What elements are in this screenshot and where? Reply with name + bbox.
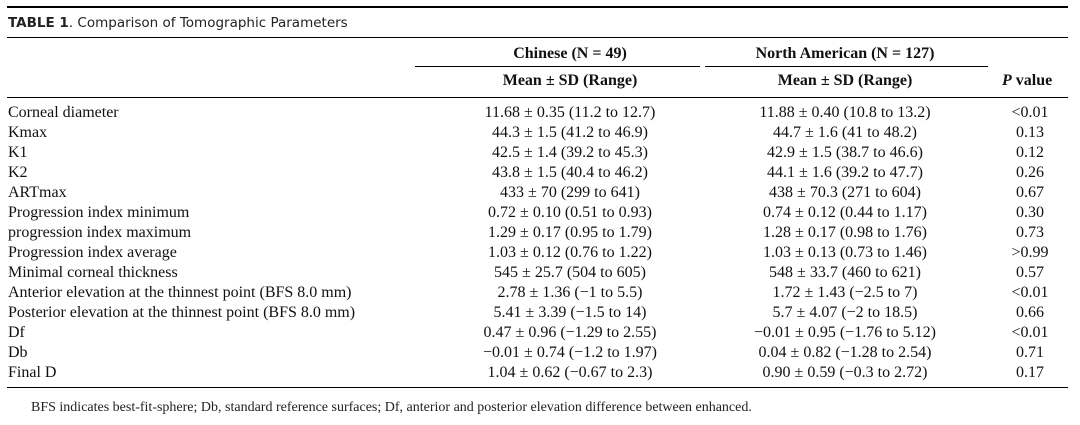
cell-chinese: 433 ± 70 (299 to 641) xyxy=(500,184,640,201)
cell-parameter: progression index maximum xyxy=(8,224,192,241)
cell-chinese: 2.78 ± 1.36 (−1 to 5.5) xyxy=(497,284,643,301)
header-rule xyxy=(7,97,1068,98)
cell-parameter: Kmax xyxy=(8,124,48,141)
cell-p-value: 0.67 xyxy=(1016,184,1044,201)
cell-p-value: 0.17 xyxy=(1016,364,1044,381)
cell-north-american: 5.7 ± 4.07 (−2 to 18.5) xyxy=(772,304,918,321)
cell-parameter: Corneal diameter xyxy=(8,104,119,121)
cell-p-value: 0.66 xyxy=(1016,304,1044,321)
cell-p-value: 0.71 xyxy=(1016,344,1044,361)
cell-p-value: <0.01 xyxy=(1011,284,1049,301)
cell-chinese: 0.72 ± 0.10 (0.51 to 0.93) xyxy=(488,204,652,221)
cell-north-american: −0.01 ± 0.95 (−1.76 to 5.12) xyxy=(754,324,936,341)
p-italic: P xyxy=(1002,72,1012,89)
p-value-text: value xyxy=(1011,72,1053,89)
cell-p-value: >0.99 xyxy=(1011,244,1049,261)
cell-p-value: 0.30 xyxy=(1016,204,1044,221)
cell-parameter: K2 xyxy=(8,164,28,181)
cell-north-american: 44.1 ± 1.6 (39.2 to 47.7) xyxy=(767,164,923,181)
header-north-american: North American (N = 127) xyxy=(755,45,935,62)
table-caption: TABLE 1. Comparison of Tomographic Param… xyxy=(8,15,348,31)
top-rule xyxy=(7,6,1068,8)
caption-text: . Comparison of Tomographic Parameters xyxy=(68,15,348,31)
cell-chinese: 1.03 ± 0.12 (0.76 to 1.22) xyxy=(488,244,652,261)
cell-chinese: 5.41 ± 3.39 (−1.5 to 14) xyxy=(493,304,647,321)
caption-rule xyxy=(7,37,1068,38)
cell-parameter: Df xyxy=(8,324,25,341)
header-chinese: Chinese (N = 49) xyxy=(513,45,627,62)
cell-north-american: 1.03 ± 0.13 (0.73 to 1.46) xyxy=(763,244,927,261)
cell-north-american: 11.88 ± 0.40 (10.8 to 13.2) xyxy=(759,104,931,121)
cell-p-value: 0.26 xyxy=(1016,164,1044,181)
cell-parameter: Posterior elevation at the thinnest poin… xyxy=(8,304,356,321)
na-underline xyxy=(705,66,988,67)
cell-parameter: Db xyxy=(8,344,28,361)
cell-parameter: ARTmax xyxy=(8,184,67,201)
cell-north-american: 44.7 ± 1.6 (41 to 48.2) xyxy=(773,124,917,141)
subheader-chinese: Mean ± SD (Range) xyxy=(502,72,638,89)
cell-chinese: 43.8 ± 1.5 (40.4 to 46.2) xyxy=(492,164,648,181)
cell-parameter: K1 xyxy=(8,144,28,161)
cell-north-american: 0.90 ± 0.59 (−0.3 to 2.72) xyxy=(762,364,928,381)
cell-chinese: 11.68 ± 0.35 (11.2 to 12.7) xyxy=(484,104,656,121)
cell-chinese: 0.47 ± 0.96 (−1.29 to 2.55) xyxy=(483,324,657,341)
cell-p-value: <0.01 xyxy=(1011,324,1049,341)
subheader-na: Mean ± SD (Range) xyxy=(777,72,913,89)
cell-north-american: 548 ± 33.7 (460 to 621) xyxy=(769,264,921,281)
cell-parameter: Progression index average xyxy=(8,244,177,261)
header-p-value: P value xyxy=(1002,72,1052,90)
cell-parameter: Final D xyxy=(8,364,57,381)
cell-north-american: 1.28 ± 0.17 (0.98 to 1.76) xyxy=(763,224,927,241)
cell-chinese: 44.3 ± 1.5 (41.2 to 46.9) xyxy=(492,124,648,141)
cell-chinese: 1.29 ± 0.17 (0.95 to 1.79) xyxy=(488,224,652,241)
cell-north-american: 0.74 ± 0.12 (0.44 to 1.17) xyxy=(763,204,927,221)
cell-chinese: 545 ± 25.7 (504 to 605) xyxy=(494,264,646,281)
cell-chinese: −0.01 ± 0.74 (−1.2 to 1.97) xyxy=(483,344,657,361)
table-footnote: BFS indicates best-fit-sphere; Db, stand… xyxy=(31,400,752,415)
cell-parameter: Minimal corneal thickness xyxy=(8,264,178,281)
cell-chinese: 42.5 ± 1.4 (39.2 to 45.3) xyxy=(492,144,648,161)
cell-north-american: 438 ± 70.3 (271 to 604) xyxy=(769,184,921,201)
caption-label: TABLE 1 xyxy=(8,15,69,31)
cell-north-american: 0.04 ± 0.82 (−1.28 to 2.54) xyxy=(758,344,932,361)
chinese-underline xyxy=(415,66,700,67)
cell-parameter: Progression index minimum xyxy=(8,204,190,221)
cell-p-value: <0.01 xyxy=(1011,104,1049,121)
bottom-rule xyxy=(7,387,1068,388)
cell-chinese: 1.04 ± 0.62 (−0.67 to 2.3) xyxy=(487,364,653,381)
cell-parameter: Anterior elevation at the thinnest point… xyxy=(8,284,352,301)
cell-p-value: 0.13 xyxy=(1016,124,1044,141)
cell-p-value: 0.57 xyxy=(1016,264,1044,281)
cell-p-value: 0.73 xyxy=(1016,224,1044,241)
cell-p-value: 0.12 xyxy=(1016,144,1044,161)
cell-north-american: 1.72 ± 1.43 (−2.5 to 7) xyxy=(772,284,918,301)
cell-north-american: 42.9 ± 1.5 (38.7 to 46.6) xyxy=(767,144,923,161)
